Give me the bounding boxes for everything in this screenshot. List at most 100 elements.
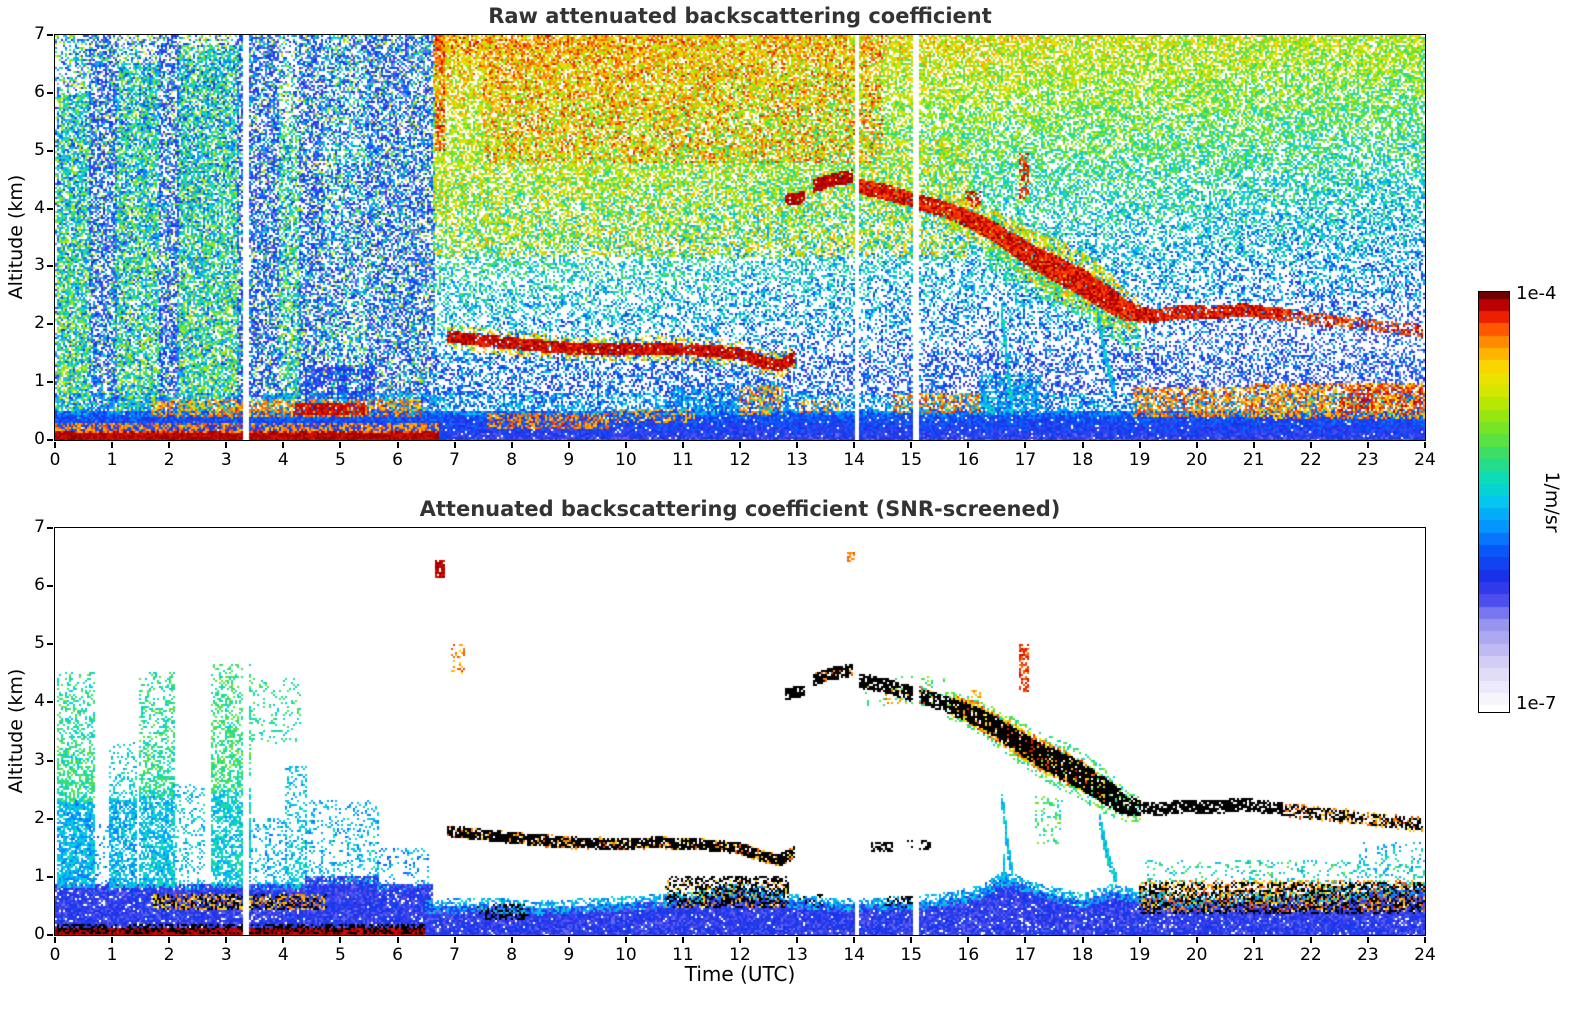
x-tick-mark — [568, 937, 570, 943]
x-tick-label: 18 — [1063, 450, 1103, 470]
lidar-backscatter-figure: Raw attenuated backscattering coefficien… — [0, 0, 1595, 1020]
x-tick-mark — [1310, 937, 1312, 943]
x-tick-mark — [168, 442, 170, 448]
y-tick-mark — [47, 818, 53, 820]
x-tick-label: 8 — [492, 945, 532, 965]
x-tick-label: 7 — [435, 945, 475, 965]
x-tick-label: 22 — [1291, 945, 1331, 965]
x-tick-mark — [796, 442, 798, 448]
x-tick-label: 15 — [891, 450, 931, 470]
x-tick-label: 9 — [549, 450, 589, 470]
x-tick-mark — [682, 442, 684, 448]
x-tick-label: 12 — [720, 945, 760, 965]
y-tick-label: 5 — [7, 633, 45, 653]
y-tick-mark — [47, 265, 53, 267]
x-tick-label: 5 — [320, 945, 360, 965]
x-tick-mark — [1024, 937, 1026, 943]
x-tick-label: 6 — [378, 450, 418, 470]
x-tick-label: 13 — [777, 945, 817, 965]
x-tick-label: 12 — [720, 450, 760, 470]
x-tick-mark — [511, 442, 513, 448]
x-tick-label: 5 — [320, 450, 360, 470]
y-tick-mark — [47, 876, 53, 878]
x-tick-mark — [625, 937, 627, 943]
x-axis-label: Time (UTC) — [55, 962, 1425, 986]
y-tick-label: 0 — [7, 429, 45, 449]
raw-backscatter-heatmap — [55, 35, 1425, 440]
x-tick-mark — [454, 442, 456, 448]
x-tick-label: 11 — [663, 450, 703, 470]
x-tick-mark — [225, 442, 227, 448]
y-tick-mark — [47, 92, 53, 94]
x-tick-label: 9 — [549, 945, 589, 965]
x-tick-label: 20 — [1177, 945, 1217, 965]
x-tick-mark — [1424, 937, 1426, 943]
x-tick-label: 0 — [35, 450, 75, 470]
y-tick-mark — [47, 701, 53, 703]
x-tick-label: 24 — [1405, 450, 1445, 470]
panel1-y-axis-label: Altitude (km) — [5, 175, 27, 300]
y-tick-mark — [47, 381, 53, 383]
y-tick-mark — [47, 760, 53, 762]
panel1-title: Raw attenuated backscattering coefficien… — [55, 4, 1425, 28]
x-tick-label: 3 — [206, 945, 246, 965]
y-tick-label: 4 — [7, 691, 45, 711]
x-tick-label: 6 — [378, 945, 418, 965]
x-tick-mark — [1424, 442, 1426, 448]
x-tick-mark — [1310, 442, 1312, 448]
y-tick-label: 1 — [7, 371, 45, 391]
y-tick-mark — [47, 439, 53, 441]
x-tick-mark — [397, 442, 399, 448]
x-tick-label: 4 — [263, 450, 303, 470]
y-tick-mark — [47, 323, 53, 325]
x-tick-label: 19 — [1120, 450, 1160, 470]
x-tick-label: 1 — [92, 450, 132, 470]
y-tick-mark — [47, 527, 53, 529]
x-tick-label: 20 — [1177, 450, 1217, 470]
y-tick-mark — [47, 643, 53, 645]
x-tick-mark — [739, 937, 741, 943]
y-tick-label: 6 — [7, 575, 45, 595]
x-tick-label: 11 — [663, 945, 703, 965]
y-tick-label: 5 — [7, 140, 45, 160]
y-tick-mark — [47, 150, 53, 152]
x-tick-label: 16 — [948, 945, 988, 965]
x-tick-mark — [682, 937, 684, 943]
y-tick-label: 7 — [7, 517, 45, 537]
x-tick-mark — [1139, 442, 1141, 448]
x-tick-label: 1 — [92, 945, 132, 965]
x-tick-mark — [1367, 937, 1369, 943]
x-tick-label: 14 — [834, 450, 874, 470]
screened-backscatter-heatmap — [55, 528, 1425, 935]
x-tick-label: 3 — [206, 450, 246, 470]
x-tick-label: 10 — [606, 450, 646, 470]
x-tick-mark — [910, 937, 912, 943]
y-tick-label: 0 — [7, 924, 45, 944]
x-tick-label: 7 — [435, 450, 475, 470]
x-tick-mark — [225, 937, 227, 943]
x-tick-label: 4 — [263, 945, 303, 965]
x-tick-mark — [168, 937, 170, 943]
x-tick-mark — [1082, 937, 1084, 943]
x-tick-label: 0 — [35, 945, 75, 965]
x-tick-label: 21 — [1234, 450, 1274, 470]
x-tick-label: 8 — [492, 450, 532, 470]
x-tick-mark — [397, 937, 399, 943]
x-tick-label: 15 — [891, 945, 931, 965]
x-tick-label: 2 — [149, 945, 189, 965]
x-tick-mark — [1196, 937, 1198, 943]
x-tick-mark — [282, 937, 284, 943]
y-tick-mark — [47, 934, 53, 936]
colorbar-min-label: 1e-7 — [1516, 693, 1556, 714]
y-tick-mark — [47, 585, 53, 587]
x-tick-mark — [54, 937, 56, 943]
y-tick-mark — [47, 208, 53, 210]
x-tick-mark — [1196, 442, 1198, 448]
y-tick-label: 3 — [7, 750, 45, 770]
panel2-y-axis-label: Altitude (km) — [5, 669, 27, 794]
x-tick-mark — [910, 442, 912, 448]
y-tick-label: 2 — [7, 808, 45, 828]
x-tick-mark — [339, 937, 341, 943]
x-tick-label: 16 — [948, 450, 988, 470]
panel2-title: Attenuated backscattering coefficient (S… — [55, 497, 1425, 521]
